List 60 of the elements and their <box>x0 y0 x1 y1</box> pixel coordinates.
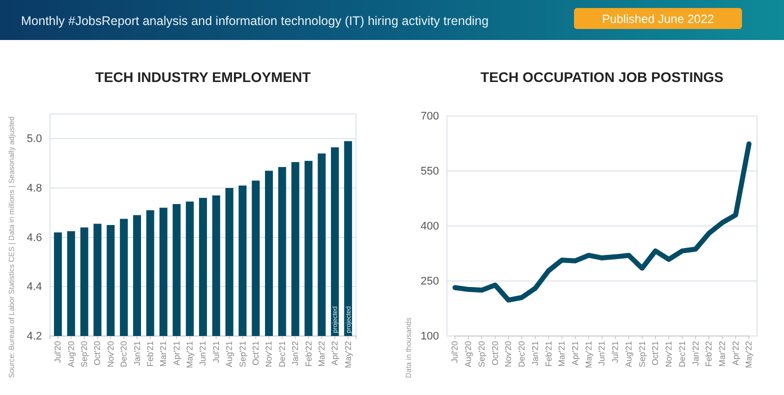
x-tick-label: Jun'21 <box>198 340 208 366</box>
x-tick-label: May'21 <box>583 340 594 368</box>
x-tick-label: Feb'22 <box>704 340 714 367</box>
x-tick-label: Nov'20 <box>503 340 514 368</box>
x-tick-label: Sep'20 <box>476 340 486 368</box>
y-tick-label: 4.2 <box>26 330 42 343</box>
x-tick-label: Apr'21 <box>570 340 580 366</box>
x-tick-label: Dec'21 <box>676 340 687 368</box>
y-tick-label: 250 <box>420 276 439 288</box>
text: Monthly #JobsReport analysis and information technology (IT) hiring activity trending <box>21 14 489 28</box>
x-tick-label: Feb'22 <box>303 340 314 367</box>
y-tick-label: 100 <box>420 330 439 343</box>
x-tick-label: Mar'22 <box>316 340 326 367</box>
x-tick-label: Jul'20 <box>52 340 63 363</box>
chart-title: TECH INDUSTRY EMPLOYMENT <box>95 69 312 85</box>
x-tick-label: Dec'20 <box>516 340 527 368</box>
y-tick-label: 700 <box>420 110 439 123</box>
x-tick-label: May'21 <box>184 340 195 368</box>
x-tick-label: Dec'21 <box>276 340 287 368</box>
x-tick-label: Nov'21 <box>664 340 674 368</box>
x-tick-label: Feb'21 <box>543 340 554 367</box>
x-tick-label: Jan'22 <box>690 340 700 366</box>
x-tick-label: Dec'20 <box>118 340 129 368</box>
text: Published June 2022 <box>602 12 714 26</box>
x-tick-label: Apr'21 <box>171 340 182 366</box>
x-tick-label: Feb'21 <box>144 340 155 367</box>
x-tick-label: May'22 <box>342 340 353 368</box>
x-tick-label: Jun'21 <box>596 340 607 366</box>
y-tick-label: 4.4 <box>26 281 42 294</box>
x-tick-label: Jul'20 <box>450 340 460 363</box>
x-tick-label: Sep'21 <box>636 340 647 368</box>
x-tick-label: Oct'21 <box>250 340 260 366</box>
x-tick-label: Oct'21 <box>650 340 660 366</box>
x-tick-label: Apr'22 <box>330 340 340 366</box>
x-tick-label: Oct'20 <box>490 340 500 366</box>
x-tick-label: Jan'21 <box>132 340 142 366</box>
x-tick-label: Oct'20 <box>92 340 102 366</box>
y-tick-label: 5.0 <box>26 133 42 146</box>
x-tick-label: Aug'20 <box>463 340 474 368</box>
y-tick-label: 4.6 <box>26 232 42 244</box>
x-tick-label: Nov'21 <box>264 340 274 368</box>
x-tick-label: Apr'22 <box>730 340 740 366</box>
y-tick-label: 550 <box>420 166 439 178</box>
x-tick-label: Aug'21 <box>224 340 234 368</box>
x-tick-label: Nov'20 <box>105 340 116 368</box>
y-tick-label: 400 <box>420 220 439 233</box>
x-tick-label: Sep'20 <box>79 340 90 368</box>
x-tick-label: Aug'21 <box>623 340 634 368</box>
x-tick-label: Mar'22 <box>716 340 727 367</box>
x-tick-label: Jan'21 <box>530 340 540 366</box>
x-tick-label: Sep'21 <box>237 340 248 368</box>
x-tick-label: Jul'21 <box>210 340 221 363</box>
x-tick-label: Jul'21 <box>610 340 620 363</box>
x-tick-label: Jan'22 <box>290 340 300 366</box>
x-tick-label: Aug'20 <box>66 340 76 368</box>
x-tick-label: Mar'21 <box>158 340 168 367</box>
x-tick-label: Mar'21 <box>556 340 567 367</box>
chart-title: TECH OCCUPATION JOB POSTINGS <box>480 69 724 85</box>
x-tick-label: May'22 <box>744 340 754 368</box>
y-tick-label: 4.8 <box>26 182 42 195</box>
